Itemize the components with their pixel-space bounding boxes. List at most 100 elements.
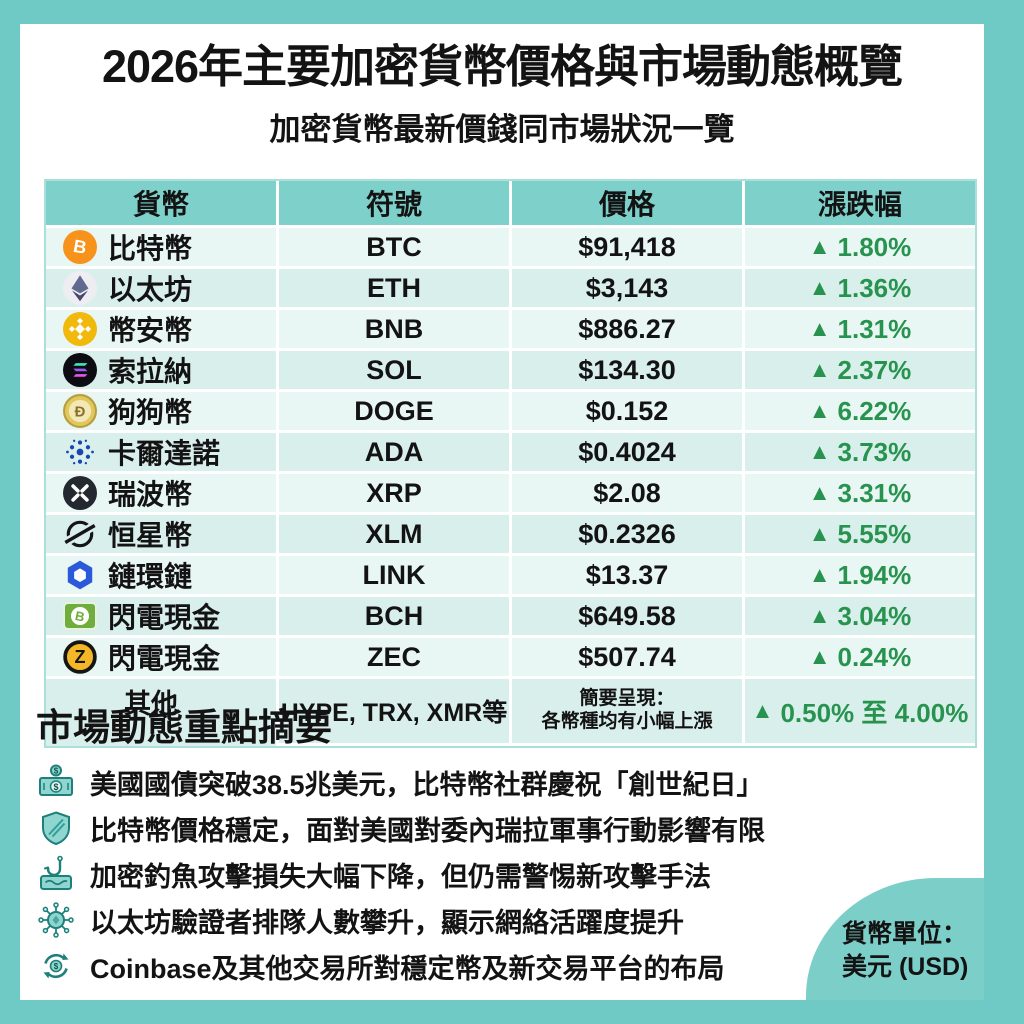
btc-icon: B (62, 229, 98, 265)
coin-symbol: BCH (279, 597, 509, 635)
coin-change: 3.31% (837, 477, 912, 508)
svg-text:Z: Z (74, 647, 85, 667)
coin-change: 3.04% (837, 600, 912, 631)
coin-name: 瑞波幣 (108, 479, 193, 510)
svg-text:$: $ (54, 962, 59, 971)
others-change-range: 0.50% 至 4.00% (780, 697, 969, 728)
crypto-price-table: 貨幣 符號 價格 漲跌幅 B 比特幣 BTC $91,418 ▲ 1.80% (44, 179, 977, 748)
coin-symbol: ADA (279, 433, 509, 471)
summary-item-text: 以太坊驗證者排隊人數攀升，顯示網絡活躍度提升 (90, 907, 684, 938)
up-arrow-icon: ▲ (808, 644, 831, 669)
eth-icon (62, 270, 98, 306)
list-item: $ Coinbase及其他交易所對穩定幣及新交易平台的布局 (36, 946, 984, 986)
coin-change: 3.73% (837, 436, 912, 467)
coin-price: $134.30 (512, 351, 742, 389)
list-item: $ $ 美國國債突破38.5兆美元，比特幣社群慶祝「創世紀日」 (36, 762, 984, 802)
doge-icon: Ð (62, 393, 98, 429)
coin-symbol: LINK (279, 556, 509, 594)
table-row: B 比特幣 BTC $91,418 ▲ 1.80% (46, 228, 975, 266)
others-price-note-1: 簡要呈現： (579, 688, 675, 710)
list-item: 加密釣魚攻擊損失大幅下降，但仍需警惕新攻擊手法 (36, 854, 984, 894)
money-icon: $ $ (36, 762, 76, 802)
xrp-icon (62, 475, 98, 511)
others-symbols: HYPE, TRX, XMR等 (279, 679, 509, 743)
xlm-icon (62, 516, 98, 552)
summary-item-text: 加密釣魚攻擊損失大幅下降，但仍需警惕新攻擊手法 (90, 861, 711, 892)
coin-symbol: BNB (279, 310, 509, 348)
coin-price: $649.58 (512, 597, 742, 635)
coin-symbol: XRP (279, 474, 509, 512)
bch-icon: B (62, 598, 98, 634)
up-arrow-icon: ▲ (808, 603, 831, 628)
svg-text:$: $ (53, 782, 58, 792)
up-arrow-icon: ▲ (808, 316, 831, 341)
svg-text:B: B (74, 608, 86, 625)
currency-unit-badge: 貨幣單位： 美元 (USD) (806, 878, 984, 1000)
coin-change: 1.80% (837, 231, 912, 262)
table-row-others: 其他 HYPE, TRX, XMR等 簡要呈現： 各幣種均有小幅上漲 ▲ 0.50… (46, 679, 975, 746)
table-row: 瑞波幣 XRP $2.08 ▲ 3.31% (46, 474, 975, 512)
coin-symbol: ZEC (279, 638, 509, 676)
coin-change: 0.24% (837, 641, 912, 672)
summary-list: $ $ 美國國債突破38.5兆美元，比特幣社群慶祝「創世紀日」 比特幣價格穩定，面… (36, 762, 984, 986)
coin-name: 比特幣 (108, 233, 193, 264)
coin-price: $507.74 (512, 638, 742, 676)
summary-heading: 市場動態重點摘要 (36, 707, 332, 748)
table-row: Ð 狗狗幣 DOGE $0.152 ▲ 6.22% (46, 392, 975, 430)
table-row: 卡爾達諾 ADA $0.4024 ▲ 3.73% (46, 433, 975, 471)
svg-text:B: B (72, 236, 88, 258)
bnb-icon (62, 311, 98, 347)
unit-label: 貨幣單位： (842, 920, 968, 948)
coin-name: 鏈環鏈 (108, 561, 193, 592)
coin-name: 狗狗幣 (108, 397, 193, 428)
coin-change: 1.31% (837, 313, 912, 344)
up-arrow-icon: ▲ (808, 357, 831, 382)
coin-price: $0.2326 (512, 515, 742, 553)
column-header-currency: 貨幣 (46, 181, 276, 225)
coin-name: 卡爾達諾 (108, 438, 221, 469)
coin-name: 索拉納 (108, 356, 193, 387)
summary-item-text: Coinbase及其他交易所對穩定幣及新交易平台的布局 (90, 953, 725, 984)
list-item: 比特幣價格穩定，面對美國對委內瑞拉軍事行動影響有限 (36, 808, 984, 848)
coin-symbol: BTC (279, 228, 509, 266)
shield-icon (36, 808, 76, 848)
up-arrow-icon: ▲ (751, 698, 774, 723)
phishing-hook-icon (36, 854, 76, 894)
column-header-price: 價格 (512, 181, 742, 225)
coin-price: $3,143 (512, 269, 742, 307)
coin-change: 6.22% (837, 395, 912, 426)
table-row: 鏈環鏈 LINK $13.37 ▲ 1.94% (46, 556, 975, 594)
up-arrow-icon: ▲ (808, 480, 831, 505)
coin-symbol: XLM (279, 515, 509, 553)
coin-price: $0.4024 (512, 433, 742, 471)
coin-change: 2.37% (837, 354, 912, 385)
coin-price: $0.152 (512, 392, 742, 430)
zec-icon: Z (62, 639, 98, 675)
summary-item-text: 比特幣價格穩定，面對美國對委內瑞拉軍事行動影響有限 (90, 815, 765, 846)
summary-item-text: 美國國債突破38.5兆美元，比特幣社群慶祝「創世紀日」 (90, 769, 764, 800)
coin-symbol: DOGE (279, 392, 509, 430)
table-row: Z 閃電現金 ZEC $507.74 ▲ 0.24% (46, 638, 975, 676)
coin-name: 幣安幣 (108, 315, 193, 346)
table-row: 幣安幣 BNB $886.27 ▲ 1.31% (46, 310, 975, 348)
svg-text:$: $ (54, 767, 59, 776)
coin-name: 閃電現金 (108, 602, 221, 633)
ada-icon (62, 434, 98, 470)
table-row: 恒星幣 XLM $0.2326 ▲ 5.55% (46, 515, 975, 553)
up-arrow-icon: ▲ (808, 275, 831, 300)
table-header-row: 貨幣 符號 價格 漲跌幅 (46, 181, 975, 225)
column-header-symbol: 符號 (279, 181, 509, 225)
coin-name: 以太坊 (108, 274, 193, 305)
page-title: 2026年主要加密貨幣價格與市場動態概覽 (101, 41, 903, 92)
up-arrow-icon: ▲ (808, 234, 831, 259)
svg-text:Ð: Ð (75, 404, 86, 420)
coin-price: $13.37 (512, 556, 742, 594)
network-node-icon (36, 900, 76, 940)
exchange-cycle-icon: $ (36, 946, 76, 986)
unit-value: 美元 (USD) (842, 952, 969, 981)
list-item: 以太坊驗證者排隊人數攀升，顯示網絡活躍度提升 (36, 900, 984, 940)
link-icon (62, 557, 98, 593)
up-arrow-icon: ▲ (808, 521, 831, 546)
sol-icon (62, 352, 98, 388)
table-row: B 閃電現金 BCH $649.58 ▲ 3.04% (46, 597, 975, 635)
